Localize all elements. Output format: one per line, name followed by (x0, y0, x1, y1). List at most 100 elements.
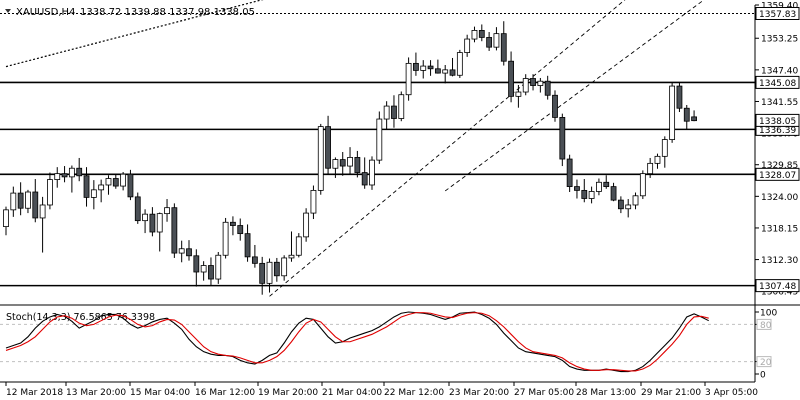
candle[interactable] (32, 179, 39, 223)
candle[interactable] (588, 186, 595, 204)
candle[interactable] (632, 192, 639, 210)
candle[interactable] (486, 32, 493, 51)
candle[interactable] (647, 157, 654, 178)
candle[interactable] (303, 208, 310, 242)
candle[interactable] (61, 166, 68, 183)
candle[interactable] (442, 64, 449, 84)
candle[interactable] (391, 95, 397, 128)
candle[interactable] (142, 209, 148, 234)
candle[interactable] (552, 90, 558, 122)
candle[interactable] (281, 255, 288, 281)
candle[interactable] (478, 24, 485, 42)
candle[interactable] (369, 156, 375, 190)
candle[interactable] (347, 147, 353, 174)
candle[interactable] (683, 104, 690, 130)
candle[interactable] (251, 244, 258, 268)
candle[interactable] (3, 206, 9, 236)
candle[interactable] (215, 252, 222, 284)
candle[interactable] (244, 224, 251, 262)
candle[interactable] (17, 182, 24, 216)
candle[interactable] (200, 261, 207, 281)
candle[interactable] (383, 101, 390, 130)
candle[interactable] (676, 82, 683, 113)
candle[interactable] (691, 110, 697, 122)
candle[interactable] (120, 172, 127, 191)
candle[interactable] (208, 257, 214, 285)
candle[interactable] (317, 123, 324, 195)
candle[interactable] (361, 157, 368, 189)
candle[interactable] (464, 34, 471, 57)
candle[interactable] (434, 59, 441, 74)
candle[interactable] (471, 26, 478, 43)
candle[interactable] (398, 91, 405, 122)
candle[interactable] (493, 27, 500, 51)
candle[interactable] (105, 175, 112, 195)
candle[interactable] (230, 216, 236, 236)
candle[interactable] (617, 196, 624, 214)
candle[interactable] (127, 169, 134, 201)
candle[interactable] (537, 77, 544, 93)
candle[interactable] (273, 257, 280, 282)
candle[interactable] (544, 75, 551, 100)
candle[interactable] (178, 240, 185, 263)
candle[interactable] (654, 153, 661, 169)
candle[interactable] (39, 196, 46, 253)
candle[interactable] (508, 51, 514, 103)
candle[interactable] (295, 233, 302, 258)
candle[interactable] (427, 60, 434, 76)
candle[interactable] (90, 180, 97, 210)
candle[interactable] (574, 179, 580, 199)
candle[interactable] (515, 84, 522, 108)
candle[interactable] (566, 154, 573, 193)
candle[interactable] (456, 49, 463, 78)
candle[interactable] (193, 249, 200, 287)
candle[interactable] (186, 240, 192, 261)
candle[interactable] (259, 256, 266, 295)
candle[interactable] (376, 111, 383, 164)
candle[interactable] (10, 186, 17, 217)
candle[interactable] (266, 258, 273, 293)
candle[interactable] (310, 185, 317, 220)
candle[interactable] (610, 182, 617, 202)
candle[interactable] (164, 199, 170, 222)
candle[interactable] (420, 60, 427, 79)
trendline-3[interactable] (444, 0, 716, 192)
candle[interactable] (522, 74, 529, 96)
candle[interactable] (237, 218, 244, 241)
candle[interactable] (68, 165, 75, 193)
candle[interactable] (288, 231, 295, 262)
candle[interactable] (669, 82, 676, 143)
candle[interactable] (500, 21, 507, 66)
candle[interactable] (405, 57, 412, 101)
candle[interactable] (339, 152, 346, 176)
candle[interactable] (171, 203, 178, 258)
candle[interactable] (603, 175, 610, 189)
collapse-triangle-icon[interactable] (5, 9, 11, 13)
candle-body-bullish (369, 159, 375, 186)
candle[interactable] (25, 189, 31, 214)
candle[interactable] (54, 167, 61, 188)
candle[interactable] (559, 113, 566, 167)
candle[interactable] (156, 212, 163, 252)
candle[interactable] (449, 57, 456, 77)
candle[interactable] (596, 178, 602, 196)
candle[interactable] (149, 207, 156, 237)
trendline-2[interactable] (269, 0, 636, 297)
candle[interactable] (413, 52, 419, 76)
candle[interactable] (625, 199, 632, 218)
candle[interactable] (83, 167, 90, 207)
candle[interactable] (354, 150, 361, 178)
candle[interactable] (661, 136, 668, 168)
candle[interactable] (76, 157, 83, 182)
candle[interactable] (112, 174, 119, 189)
candle[interactable] (222, 217, 229, 259)
candle[interactable] (332, 157, 339, 178)
candle[interactable] (639, 170, 646, 200)
candle[interactable] (325, 115, 331, 175)
candle[interactable] (581, 179, 588, 203)
candle[interactable] (530, 74, 536, 91)
candle[interactable] (98, 179, 105, 203)
candle[interactable] (134, 192, 141, 224)
candle[interactable] (47, 172, 53, 210)
